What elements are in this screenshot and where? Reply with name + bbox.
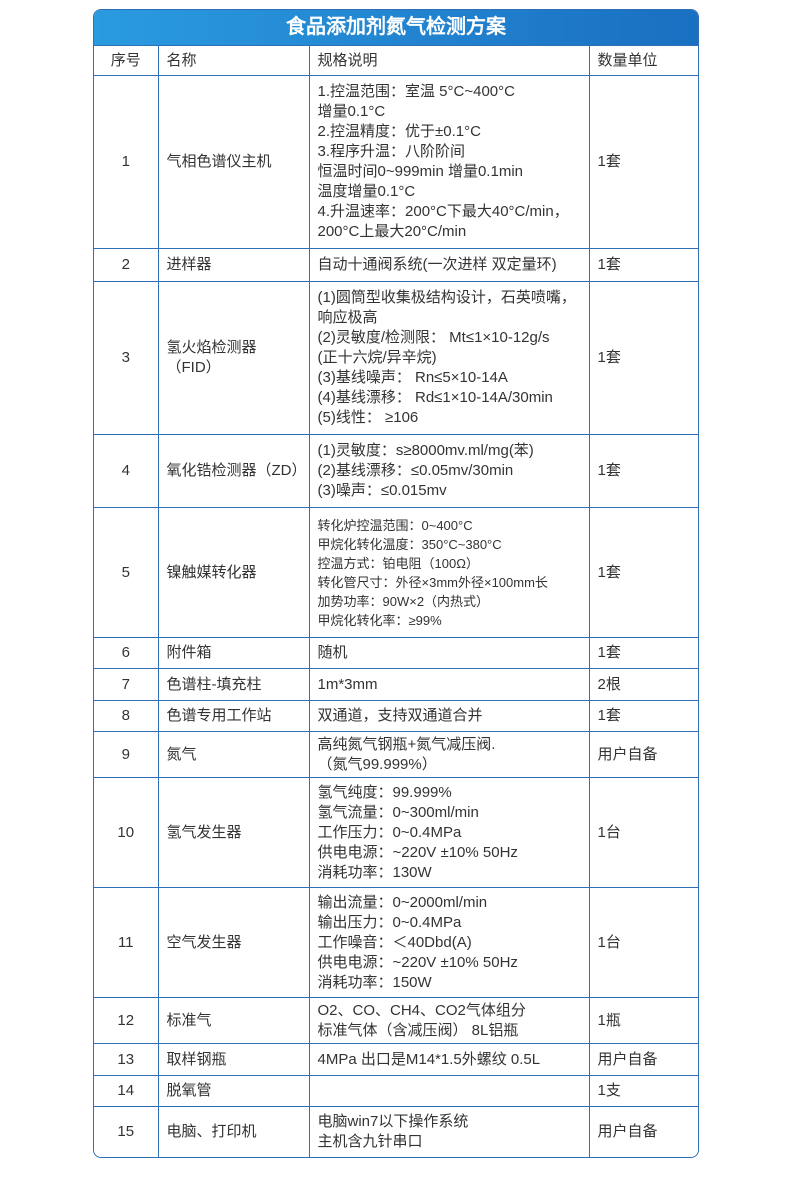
row-name: 镍触媒转化器 [157,507,310,638]
row-number: 5 [94,507,159,638]
row-spec: 1.控温范围：室温 5°C~400°C 增量0.1°C 2.控温精度：优于±0.… [308,75,590,249]
row-quantity: 1套 [588,507,698,638]
row-number: 8 [94,700,159,732]
row-quantity: 1套 [588,75,698,249]
row-name: 氧化锆检测器（ZD） [157,434,310,508]
row-spec: (1)圆筒型收集极结构设计，石英喷嘴， 响应极高 (2)灵敏度/检测限： Mt≤… [308,281,590,435]
row-number: 13 [94,1043,159,1076]
row-quantity: 1支 [588,1075,698,1107]
row-number: 1 [94,75,159,249]
header-no: 序号 [94,45,159,76]
row-quantity: 用户自备 [588,1043,698,1076]
table-row: 7 色谱柱-填充柱 1m*3mm 2根 [94,668,698,701]
row-quantity: 1套 [588,248,698,282]
table-row: 6 附件箱 随机 1套 [94,637,698,669]
row-name: 氢气发生器 [157,777,310,888]
row-number: 15 [94,1106,159,1157]
row-spec: (1)灵敏度：s≥8000mv.ml/mg(苯) (2)基线漂移：≤0.05mv… [308,434,590,508]
row-number: 12 [94,997,159,1044]
row-spec: 电脑win7以下操作系统 主机含九针串口 [308,1106,590,1157]
row-quantity: 1瓶 [588,997,698,1044]
row-quantity: 用户自备 [588,1106,698,1157]
row-quantity: 1套 [588,700,698,732]
row-name: 氮气 [157,731,310,778]
row-quantity: 1套 [588,281,698,435]
row-spec: O2、CO、CH4、CO2气体组分 标准气体（含减压阀） 8L铝瓶 [308,997,590,1044]
header-qty: 数量单位 [588,45,698,76]
row-spec: 双通道，支持双通道合并 [308,700,590,732]
table-header-row: 序号 名称 规格说明 数量单位 [94,45,698,76]
row-number: 11 [94,887,159,998]
row-spec: 随机 [308,637,590,669]
table-row: 10 氢气发生器 氢气纯度：99.999% 氢气流量：0~300ml/min 工作压… [94,777,698,888]
row-quantity: 1套 [588,434,698,508]
table-row: 5 镍触媒转化器 转化炉控温范围：0~400°C 甲烷化转化温度：350°C~380… [94,507,698,638]
table-row: 11 空气发生器 输出流量：0~2000ml/min 输出压力：0~0.4MPa 工… [94,887,698,998]
header-name: 名称 [157,45,310,76]
table-row: 12 标准气 O2、CO、CH4、CO2气体组分 标准气体（含减压阀） 8L铝瓶 1瓶 [94,997,698,1044]
row-name: 色谱专用工作站 [157,700,310,732]
row-number: 14 [94,1075,159,1107]
row-number: 4 [94,434,159,508]
row-spec: 1m*3mm [308,668,590,701]
row-quantity: 用户自备 [588,731,698,778]
row-name: 附件箱 [157,637,310,669]
row-quantity: 1台 [588,777,698,888]
row-spec: 氢气纯度：99.999% 氢气流量：0~300ml/min 工作压力：0~0.4… [308,777,590,888]
row-name: 色谱柱-填充柱 [157,668,310,701]
table-row: 13 取样钢瓶 4MPa 出口是M14*1.5外螺纹 0.5L 用户自备 [94,1043,698,1076]
row-name: 空气发生器 [157,887,310,998]
table-row: 4 氧化锆检测器（ZD） (1)灵敏度：s≥8000mv.ml/mg(苯) (2)基… [94,434,698,508]
row-name: 取样钢瓶 [157,1043,310,1076]
row-name: 标准气 [157,997,310,1044]
row-number: 3 [94,281,159,435]
row-number: 2 [94,248,159,282]
spec-table: 序号 名称 规格说明 数量单位 1 气相色谱仪主机 1.控温范围：室温 5°C~40… [94,45,698,1157]
row-spec: 输出流量：0~2000ml/min 输出压力：0~0.4MPa 工作噪音：＜40… [308,887,590,998]
row-quantity: 1套 [588,637,698,669]
table-row: 2 进样器 自动十通阀系统(一次进样 双定量环) 1套 [94,248,698,282]
header-spec: 规格说明 [308,45,590,76]
table-row: 3 氢火焰检测器（FID） (1)圆筒型收集极结构设计，石英喷嘴， 响应极高 (2)… [94,281,698,435]
spec-table-card: 食品添加剂氮气检测方案 序号 名称 规格说明 数量单位 1 气相色谱仪主机 1.控温… [93,9,699,1158]
table-row: 9 氮气 高纯氮气钢瓶+氮气减压阀. （氮气99.999%） 用户自备 [94,731,698,778]
table-row: 15 电脑、打印机 电脑win7以下操作系统 主机含九针串口 用户自备 [94,1106,698,1157]
row-number: 10 [94,777,159,888]
row-quantity: 2根 [588,668,698,701]
row-name: 氢火焰检测器（FID） [157,281,310,435]
row-spec [308,1075,590,1107]
table-row: 1 气相色谱仪主机 1.控温范围：室温 5°C~400°C 增量0.1°C 2.控温… [94,75,698,249]
row-number: 7 [94,668,159,701]
table-title: 食品添加剂氮气检测方案 [94,10,698,45]
row-spec: 4MPa 出口是M14*1.5外螺纹 0.5L [308,1043,590,1076]
row-spec: 转化炉控温范围：0~400°C 甲烷化转化温度：350°C~380°C 控温方式… [308,507,590,638]
row-name: 气相色谱仪主机 [157,75,310,249]
row-number: 6 [94,637,159,669]
row-spec: 自动十通阀系统(一次进样 双定量环) [308,248,590,282]
row-name: 脱氧管 [157,1075,310,1107]
table-row: 8 色谱专用工作站 双通道，支持双通道合并 1套 [94,700,698,732]
row-name: 电脑、打印机 [157,1106,310,1157]
row-number: 9 [94,731,159,778]
table-row: 14 脱氧管 1支 [94,1075,698,1107]
row-spec: 高纯氮气钢瓶+氮气减压阀. （氮气99.999%） [308,731,590,778]
row-name: 进样器 [157,248,310,282]
row-quantity: 1台 [588,887,698,998]
